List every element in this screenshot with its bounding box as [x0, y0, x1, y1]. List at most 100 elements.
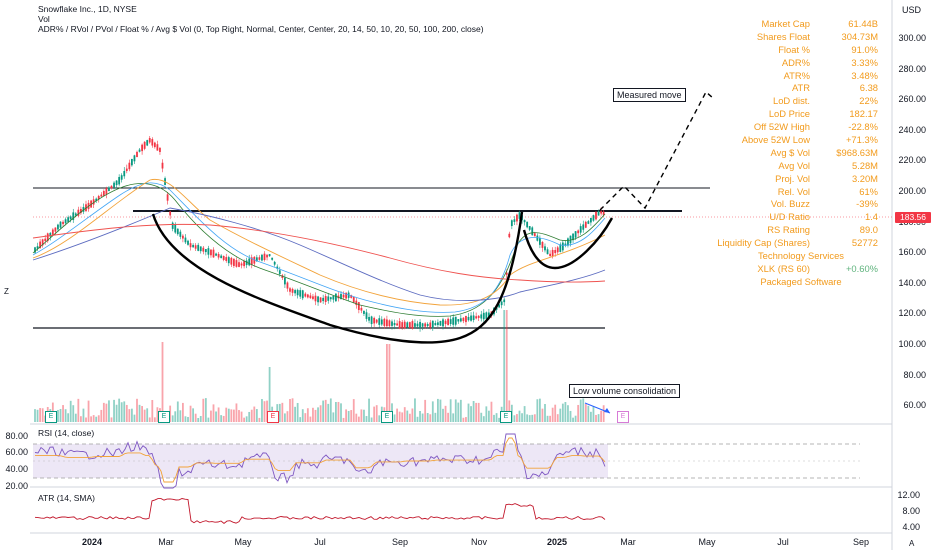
auto-scale-button[interactable]: A [909, 539, 915, 548]
atr-axis-label: 12.00 [897, 490, 920, 500]
volume-bar [378, 415, 381, 422]
low-volume-label[interactable]: Low volume consolidation [569, 384, 681, 398]
stat-value: 91.0% [851, 43, 878, 55]
candle-body [266, 254, 268, 258]
candle-body [513, 219, 516, 222]
earnings-marker[interactable]: E [500, 411, 512, 423]
atr-label[interactable]: ATR (14, SMA) [38, 493, 95, 503]
candle-body [276, 266, 279, 269]
candle-body [273, 261, 276, 265]
candle-body [564, 243, 567, 246]
earnings-marker[interactable]: E [267, 411, 279, 423]
stat-label: RS Rating [767, 224, 810, 236]
volume-bar [41, 408, 44, 422]
candle-body [304, 293, 307, 297]
candle-body [148, 138, 151, 143]
rsi-label[interactable]: RSI (14, close) [38, 428, 95, 438]
candle-body [294, 290, 296, 294]
handle-curve[interactable] [522, 217, 614, 270]
earnings-marker[interactable]: E [381, 411, 393, 423]
candle-body [421, 323, 424, 327]
price-axis-label: 260.00 [898, 94, 926, 105]
volume-bar [416, 416, 419, 422]
volume-bar [442, 408, 444, 422]
stat-label: Float % [778, 43, 810, 55]
candle-body [238, 262, 240, 267]
volume-bar [342, 417, 345, 422]
x-axis-label: Jul [314, 537, 326, 547]
volume-bar [449, 399, 452, 422]
candle-body [207, 248, 210, 255]
volume-bar [549, 415, 551, 422]
volume-bar [398, 411, 401, 422]
candle-body [554, 249, 557, 254]
earnings-marker-upcoming[interactable]: E [617, 411, 629, 423]
candle-body [227, 257, 230, 264]
volume-bar [457, 402, 460, 422]
volume-bar [304, 413, 307, 422]
candle-body [561, 242, 564, 251]
rsi-axis-label: 20.00 [5, 481, 28, 491]
volume-bar [419, 411, 421, 422]
volume-bar [128, 409, 131, 422]
currency-label[interactable]: USD [902, 5, 922, 15]
candle-body [248, 258, 251, 266]
candle-body [115, 180, 118, 186]
ma-20-line [32, 182, 606, 313]
earnings-marker[interactable]: E [45, 411, 57, 423]
candle-body [187, 240, 189, 245]
candle-body [465, 315, 467, 323]
candle-body [383, 318, 386, 326]
volume-bar [541, 408, 544, 422]
candle-body [508, 233, 511, 238]
candle-body [488, 312, 490, 318]
stat-label: Shares Float [756, 30, 810, 42]
candle-body [245, 260, 248, 266]
volume-bar [531, 414, 534, 422]
candle-body [123, 170, 126, 177]
measured-move-label[interactable]: Measured move [613, 88, 686, 102]
candle-body [82, 206, 85, 212]
ma-200-line [32, 223, 606, 283]
candle-body [199, 246, 202, 252]
candle-body [284, 277, 286, 285]
price-axis-label: 120.00 [898, 308, 926, 319]
volume-bar [36, 409, 39, 422]
stat-row: Vol. Buzz -39% [720, 198, 882, 211]
stat-value: 61% [859, 185, 878, 197]
volume-bar [518, 410, 521, 422]
volume-bars [34, 310, 605, 422]
candle-body [393, 322, 396, 326]
price-axis-label: 280.00 [898, 63, 926, 74]
xlk-row: XLK (RS 60) +0.60% [720, 263, 882, 276]
volume-bar [118, 398, 121, 422]
chart-title[interactable]: Snowflake Inc., 1D, NYSE [38, 4, 137, 14]
stat-value: 1.4 [864, 211, 878, 223]
volume-bar [567, 405, 569, 422]
candle-body [498, 304, 500, 308]
volume-bar [355, 413, 358, 422]
vol-legend[interactable]: Vol [38, 14, 50, 24]
candle-body [189, 243, 192, 248]
candle-body [169, 211, 172, 216]
earnings-marker[interactable]: E [158, 411, 170, 423]
cup-curve[interactable] [151, 211, 524, 344]
candle-body [442, 319, 444, 327]
indicator-legend[interactable]: ADR% / RVol / PVol / Float % / Avg $ Vol… [38, 24, 484, 34]
measured-move-path[interactable] [599, 90, 714, 211]
volume-bar [110, 417, 113, 422]
stat-row: U/D Ratio 1.4 [720, 211, 882, 224]
candle-body [567, 238, 569, 246]
volume-bar [533, 414, 536, 422]
volume-bar [77, 398, 80, 422]
candle-body [317, 296, 319, 303]
volume-bar [113, 399, 115, 422]
candle-body [230, 257, 233, 265]
volume-bar [332, 412, 335, 422]
candle-body [549, 253, 551, 257]
zoom-button[interactable]: Z [4, 287, 9, 296]
volume-bar [597, 414, 600, 422]
stat-value: 3.48% [851, 69, 878, 81]
volume-bar [477, 402, 480, 422]
